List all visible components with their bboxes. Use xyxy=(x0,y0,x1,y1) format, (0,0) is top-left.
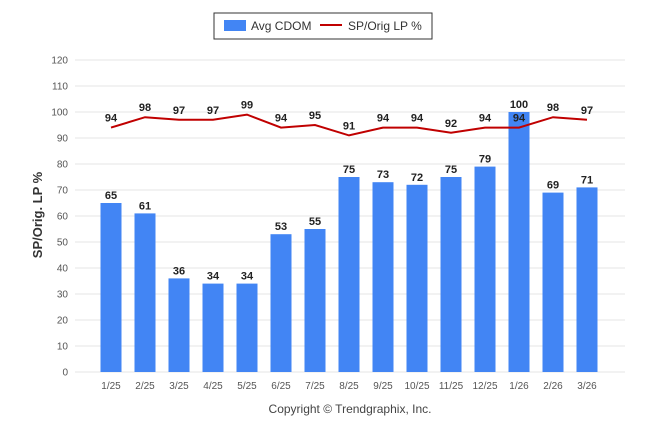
bar-value-label: 75 xyxy=(343,164,355,176)
line-value-label: 94 xyxy=(513,113,526,125)
legend-label-avg-cdom: Avg CDOM xyxy=(251,19,311,33)
x-tick-label: 8/25 xyxy=(339,381,359,392)
bar-value-label: 55 xyxy=(309,216,321,228)
bar-avg-cdom-2/26 xyxy=(542,192,564,372)
bar-avg-cdom-10/25 xyxy=(406,184,428,372)
y-tick-label: 40 xyxy=(57,264,69,275)
bar-value-label: 36 xyxy=(173,265,185,277)
y-axis-label: SP/Orig. LP % xyxy=(30,171,45,258)
line-value-label: 91 xyxy=(343,120,355,132)
line-value-label: 94 xyxy=(377,113,390,125)
sp-orig-line: 94 98 97 97 99 94 95 91 94 94 92 94 94 98 97 xyxy=(105,100,593,137)
line-sp-orig-lp xyxy=(110,113,588,137)
bar-value-label: 75 xyxy=(445,164,457,176)
x-tick-label: 2/25 xyxy=(135,381,155,392)
x-tick-label: 10/25 xyxy=(404,381,429,392)
bar-avg-cdom-7/25 xyxy=(304,229,326,372)
bar-value-label: 71 xyxy=(581,174,593,186)
bar-avg-cdom-4/25 xyxy=(202,283,224,372)
x-tick-label: 5/25 xyxy=(237,381,257,392)
line-value-label: 92 xyxy=(445,118,457,130)
line-value-label: 97 xyxy=(173,105,185,117)
bar-avg-cdom-3/26 xyxy=(576,187,598,372)
legend: Avg CDOM SP/Orig LP % xyxy=(213,12,433,40)
bar-value-label: 65 xyxy=(105,190,117,202)
x-tick-label: 2/26 xyxy=(543,381,563,392)
bars: 65 61 36 34 34 53 55 75 73 72 75 79 100 69 71 xyxy=(100,99,598,372)
bar-value-label: 69 xyxy=(547,180,559,192)
x-tick-label: 1/26 xyxy=(509,381,529,392)
bar-avg-cdom-12/25 xyxy=(474,166,496,372)
line-value-label: 94 xyxy=(275,113,288,125)
y-tick-label: 60 xyxy=(57,212,69,223)
line-value-label: 94 xyxy=(479,113,492,125)
y-tick-label: 0 xyxy=(62,368,68,379)
line-value-label: 97 xyxy=(581,105,593,117)
y-tick-label: 10 xyxy=(57,342,69,353)
bar-value-label: 72 xyxy=(411,172,423,184)
x-tick-label: 3/26 xyxy=(577,381,597,392)
y-axis-ticks: 0 10 20 30 40 50 60 70 80 90 100 110 120 xyxy=(51,56,68,379)
x-tick-label: 12/25 xyxy=(472,381,497,392)
bar-value-label: 34 xyxy=(207,271,220,283)
y-tick-label: 70 xyxy=(57,186,69,197)
bar-avg-cdom-2/25 xyxy=(134,213,156,372)
x-tick-label: 4/25 xyxy=(203,381,223,392)
x-tick-label: 3/25 xyxy=(169,381,189,392)
y-tick-label: 90 xyxy=(57,134,69,145)
bar-value-label: 100 xyxy=(510,99,528,111)
bar-avg-cdom-6/25 xyxy=(270,234,292,372)
x-tick-label: 9/25 xyxy=(373,381,393,392)
line-value-label: 95 xyxy=(309,110,321,122)
y-tick-label: 50 xyxy=(57,238,69,249)
bar-avg-cdom-1/26 xyxy=(508,112,530,372)
y-tick-label: 110 xyxy=(52,82,68,93)
line-value-label: 99 xyxy=(241,100,253,112)
x-tick-label: 1/25 xyxy=(101,381,121,392)
line-value-label: 94 xyxy=(411,113,424,125)
x-tick-label: 7/25 xyxy=(305,381,325,392)
bar-avg-cdom-5/25 xyxy=(236,283,258,372)
legend-bar-swatch xyxy=(224,20,246,31)
bar-avg-cdom-8/25 xyxy=(338,177,360,372)
x-tick-label: 11/25 xyxy=(439,381,464,392)
y-tick-label: 20 xyxy=(57,316,69,327)
bar-value-label: 34 xyxy=(241,271,254,283)
line-value-label: 97 xyxy=(207,105,219,117)
y-tick-label: 120 xyxy=(51,56,68,67)
y-tick-label: 80 xyxy=(57,160,69,171)
x-axis-ticks: 1/25 2/25 3/25 4/25 5/25 6/25 7/25 8/25 9/25 10/2… xyxy=(101,381,597,392)
bar-value-label: 73 xyxy=(377,169,389,181)
bar-avg-cdom-9/25 xyxy=(372,182,394,372)
y-tick-label: 100 xyxy=(51,108,68,119)
y-tick-label: 30 xyxy=(57,290,69,301)
bar-avg-cdom-1/25 xyxy=(100,203,122,372)
line-value-label: 98 xyxy=(139,102,151,114)
line-value-label: 94 xyxy=(105,113,118,125)
bar-value-label: 79 xyxy=(479,154,491,166)
x-tick-label: 6/25 xyxy=(271,381,291,392)
copyright-text: Copyright © Trendgraphix, Inc. xyxy=(269,402,432,416)
bar-avg-cdom-11/25 xyxy=(440,177,462,372)
bar-avg-cdom-3/25 xyxy=(168,278,190,372)
bar-value-label: 61 xyxy=(139,200,151,212)
bar-value-label: 53 xyxy=(275,221,287,233)
line-value-label: 98 xyxy=(547,102,559,114)
legend-label-sp-orig-lp: SP/Orig LP % xyxy=(348,19,422,33)
